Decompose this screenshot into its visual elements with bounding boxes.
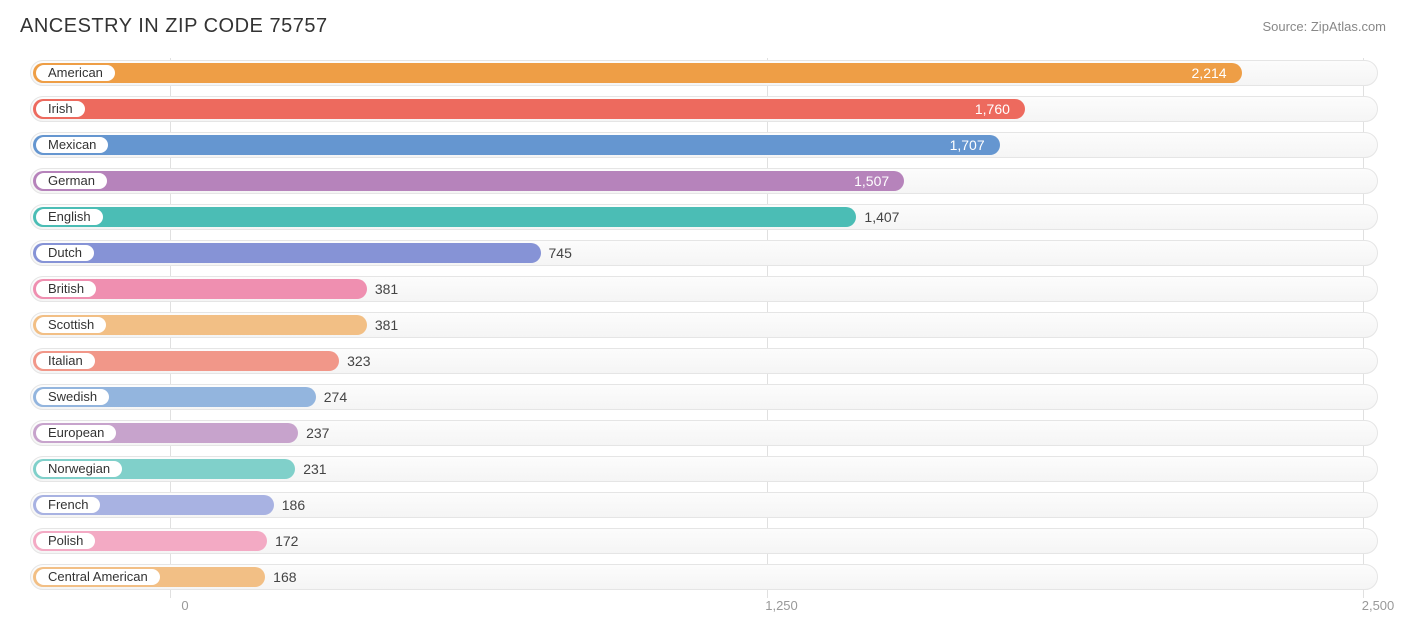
bar-category-label: Italian — [36, 353, 95, 369]
bar-category-label: Mexican — [36, 137, 108, 153]
axis-tick-label: 0 — [181, 598, 188, 613]
chart-header: ANCESTRY IN ZIP CODE 75757 Source: ZipAt… — [15, 15, 1391, 38]
axis-tick-label: 2,500 — [1362, 598, 1395, 613]
bar-row: Mexican 1,707 — [30, 130, 1378, 160]
bar-fill — [33, 63, 1242, 83]
bar-row: Polish 172 — [30, 526, 1378, 556]
chart-title: ANCESTRY IN ZIP CODE 75757 — [20, 15, 328, 38]
bar-row: Central American 168 — [30, 562, 1378, 592]
bar-value-label: 172 — [275, 533, 298, 549]
bar-category-label: German — [36, 173, 107, 189]
bar-row: German 1,507 — [30, 166, 1378, 196]
bar-fill — [33, 207, 856, 227]
bar-value-label: 1,507 — [854, 173, 889, 189]
bar-value-label: 237 — [306, 425, 329, 441]
bar-row: French 186 — [30, 490, 1378, 520]
bar-category-label: Swedish — [36, 389, 109, 405]
bar-category-label: Polish — [36, 533, 95, 549]
bar-category-label: French — [36, 497, 100, 513]
bar-row: Irish 1,760 — [30, 94, 1378, 124]
x-axis: 01,2502,500 — [30, 598, 1378, 618]
bar-value-label: 381 — [375, 317, 398, 333]
bar-fill — [33, 171, 904, 191]
bar-fill — [33, 135, 1000, 155]
bar-row: Italian 323 — [30, 346, 1378, 376]
bar-value-label: 231 — [303, 461, 326, 477]
bar-value-label: 323 — [347, 353, 370, 369]
bar-value-label: 745 — [549, 245, 572, 261]
chart-source: Source: ZipAtlas.com — [1262, 19, 1386, 34]
bar-fill — [33, 243, 541, 263]
bar-row: European 237 — [30, 418, 1378, 448]
bar-category-label: Dutch — [36, 245, 94, 261]
bar-category-label: Scottish — [36, 317, 106, 333]
bar-row: British 381 — [30, 274, 1378, 304]
bar-category-label: Norwegian — [36, 461, 122, 477]
bar-fill — [33, 99, 1025, 119]
bar-row: American 2,214 — [30, 58, 1378, 88]
bar-value-label: 186 — [282, 497, 305, 513]
bar-value-label: 1,407 — [864, 209, 899, 225]
bar-category-label: Central American — [36, 569, 160, 585]
bar-value-label: 168 — [273, 569, 296, 585]
bar-row: Scottish 381 — [30, 310, 1378, 340]
bar-value-label: 1,760 — [975, 101, 1010, 117]
chart-plot-area: American 2,214 Irish 1,760 Mexican 1,707 Germa… — [15, 58, 1391, 618]
bar-category-label: British — [36, 281, 96, 297]
bar-value-label: 381 — [375, 281, 398, 297]
bar-value-label: 1,707 — [950, 137, 985, 153]
bar-category-label: Irish — [36, 101, 85, 117]
axis-tick-label: 1,250 — [765, 598, 798, 613]
bar-value-label: 274 — [324, 389, 347, 405]
bar-row: Swedish 274 — [30, 382, 1378, 412]
bar-row: Dutch 745 — [30, 238, 1378, 268]
bar-row: Norwegian 231 — [30, 454, 1378, 484]
bar-category-label: English — [36, 209, 103, 225]
ancestry-chart: ANCESTRY IN ZIP CODE 75757 Source: ZipAt… — [0, 0, 1406, 633]
bar-category-label: European — [36, 425, 116, 441]
bar-category-label: American — [36, 65, 115, 81]
bar-value-label: 2,214 — [1192, 65, 1227, 81]
bar-row: English 1,407 — [30, 202, 1378, 232]
